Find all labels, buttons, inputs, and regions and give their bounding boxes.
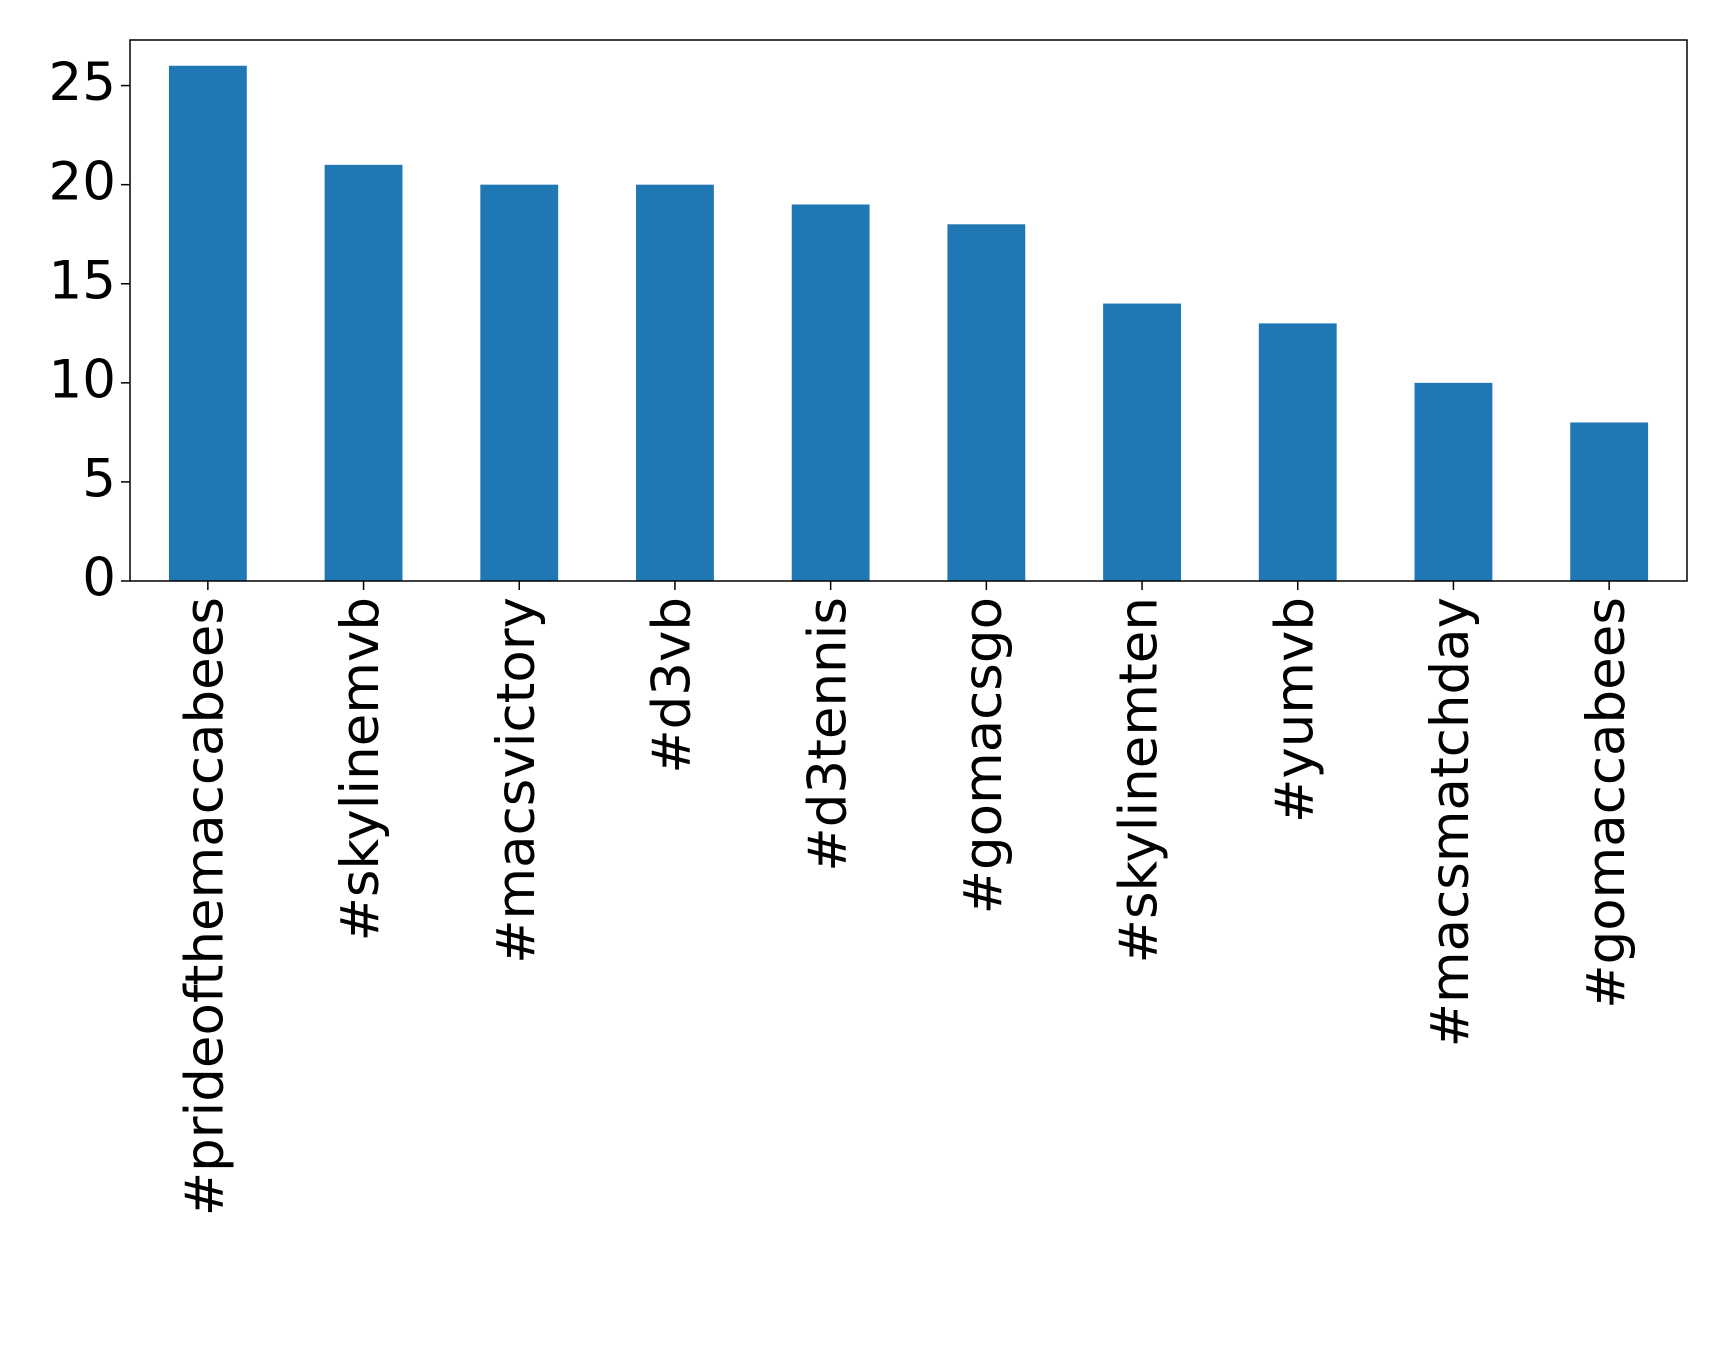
bar: [947, 224, 1026, 582]
x-tick-label: #skylinemten: [1109, 597, 1170, 963]
bar: [1103, 303, 1181, 581]
x-tick-label: #macsmatchday: [1420, 597, 1481, 1047]
bar: [1414, 382, 1493, 581]
x-tick-label: #yumvb: [1264, 597, 1325, 823]
plot-frame: [129, 39, 1688, 582]
y-tick-label: 15: [49, 250, 116, 311]
bar: [480, 184, 559, 581]
y-tick-label: 10: [49, 349, 116, 410]
y-tick-label: 25: [49, 52, 116, 113]
bar: [636, 184, 714, 581]
y-tick-label: 0: [82, 548, 116, 609]
y-tick-label: 20: [49, 151, 116, 212]
y-tick-label: 5: [82, 449, 116, 510]
x-tick-label: #d3vb: [642, 597, 703, 774]
x-tick-label: #prideofthemaccabees: [174, 597, 235, 1216]
x-tick-label: #gomaccabees: [1576, 597, 1637, 1009]
x-tick-label: #d3tennis: [797, 597, 858, 872]
x-tick-label: #skylinemvb: [330, 597, 391, 941]
bar: [324, 164, 403, 581]
bar: [168, 65, 247, 581]
bar: [1570, 422, 1649, 581]
bar: [791, 204, 870, 581]
x-tick-label: #gomacsgo: [953, 597, 1014, 914]
bar: [1258, 323, 1337, 581]
x-tick-label: #macsvictory: [486, 597, 547, 964]
